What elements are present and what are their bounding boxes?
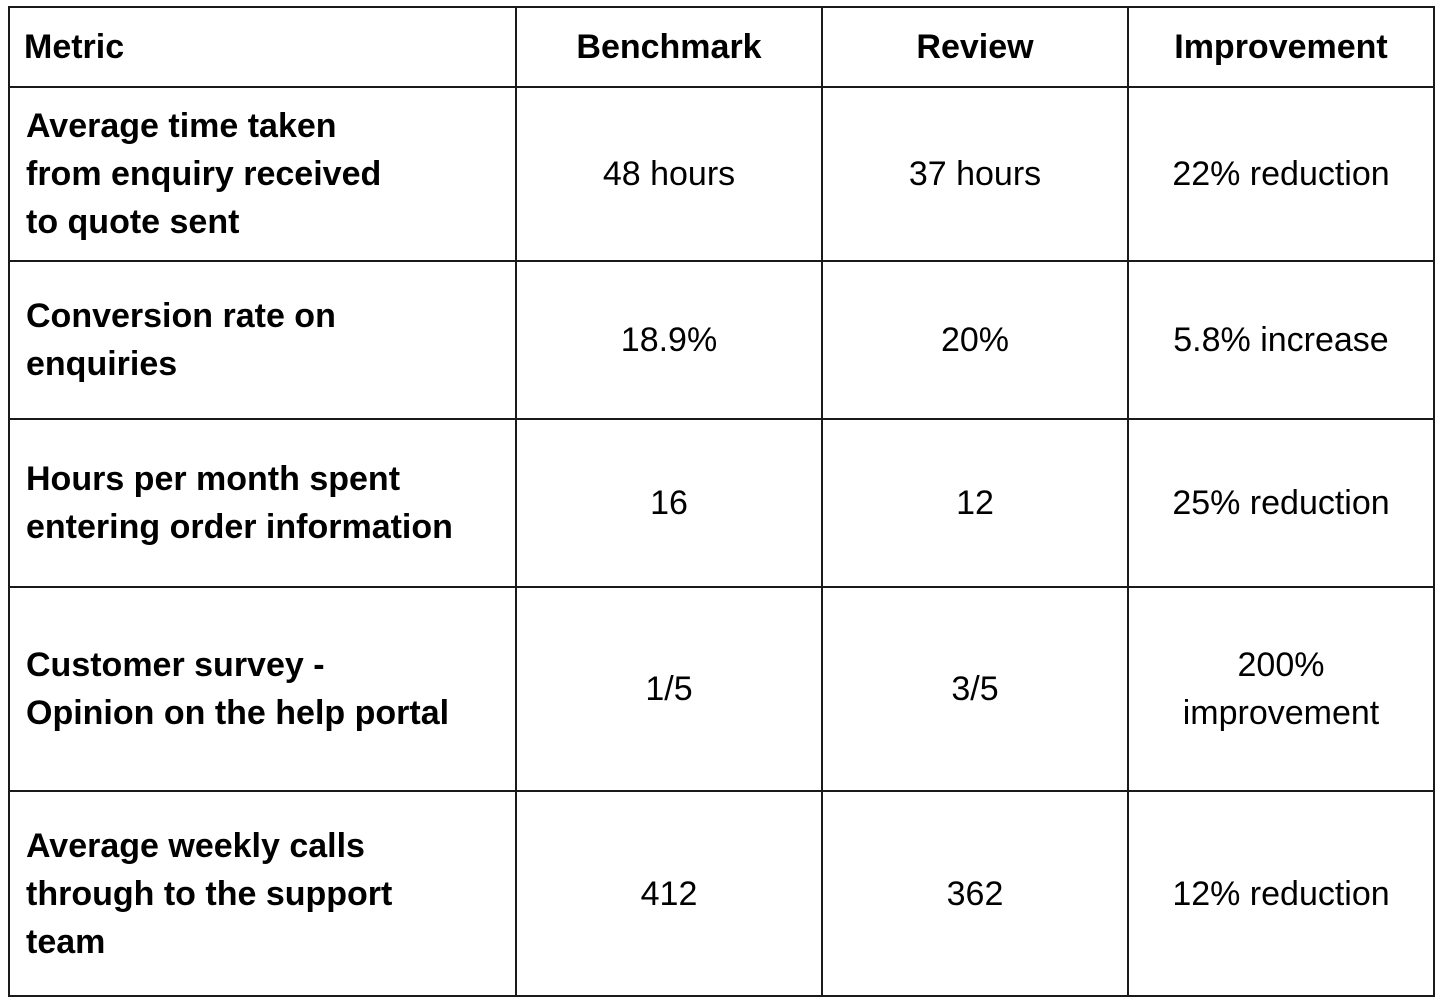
table-row: Hours per month spent entering order inf… — [8, 418, 1435, 588]
metric-line: Opinion on the help portal — [26, 694, 450, 732]
review-cell: 12 — [821, 418, 1129, 588]
table-row: Conversion rate on enquiries 18.9% 20% 5… — [8, 260, 1435, 420]
column-header-benchmark: Benchmark — [515, 6, 823, 88]
improvement-cell: 5.8% increase — [1127, 260, 1435, 420]
improvement-line: improvement — [1182, 694, 1380, 732]
benchmark-cell: 48 hours — [515, 86, 823, 262]
metric-line: from enquiry received — [26, 155, 382, 193]
table-row: Average weekly calls through to the supp… — [8, 790, 1435, 997]
metric-cell: Conversion rate on enquiries — [8, 260, 517, 420]
improvement-line: 200% — [1237, 646, 1325, 684]
metric-line: through to the support — [26, 874, 393, 913]
benchmark-cell: 18.9% — [515, 260, 823, 420]
metric-line: enquiries — [26, 345, 178, 383]
metric-line: Conversion rate on — [26, 297, 336, 335]
review-cell: 20% — [821, 260, 1129, 420]
improvement-cell: 12% reduction — [1127, 790, 1435, 997]
table-header-row: Metric Benchmark Review Improvement — [8, 6, 1435, 88]
benchmark-cell: 1/5 — [515, 586, 823, 792]
metric-cell: Average time taken from enquiry received… — [8, 86, 517, 262]
metric-line: to quote sent — [26, 203, 240, 241]
review-cell: 37 hours — [821, 86, 1129, 262]
column-header-metric: Metric — [8, 6, 517, 88]
metric-line: Hours per month spent — [26, 460, 401, 498]
review-cell: 3/5 — [821, 586, 1129, 792]
metric-line: team — [26, 922, 106, 961]
metrics-table: Metric Benchmark Review Improvement Aver… — [8, 6, 1435, 997]
improvement-cell: 22% reduction — [1127, 86, 1435, 262]
metric-line: Customer survey - — [26, 646, 325, 684]
metric-line: Average weekly calls — [26, 826, 365, 865]
column-header-improvement: Improvement — [1127, 6, 1435, 88]
column-header-review: Review — [821, 6, 1129, 88]
metric-line: entering order information — [26, 508, 453, 546]
metrics-table-container: Metric Benchmark Review Improvement Aver… — [8, 6, 1435, 997]
table-row: Average time taken from enquiry received… — [8, 86, 1435, 262]
metric-cell: Average weekly calls through to the supp… — [8, 790, 517, 997]
benchmark-cell: 412 — [515, 790, 823, 997]
metric-cell: Hours per month spent entering order inf… — [8, 418, 517, 588]
benchmark-cell: 16 — [515, 418, 823, 588]
review-cell: 362 — [821, 790, 1129, 997]
improvement-cell: 200% improvement — [1127, 586, 1435, 792]
table-row: Customer survey - Opinion on the help po… — [8, 586, 1435, 792]
metric-line: Average time taken — [26, 107, 337, 145]
metric-cell: Customer survey - Opinion on the help po… — [8, 586, 517, 792]
improvement-cell: 25% reduction — [1127, 418, 1435, 588]
